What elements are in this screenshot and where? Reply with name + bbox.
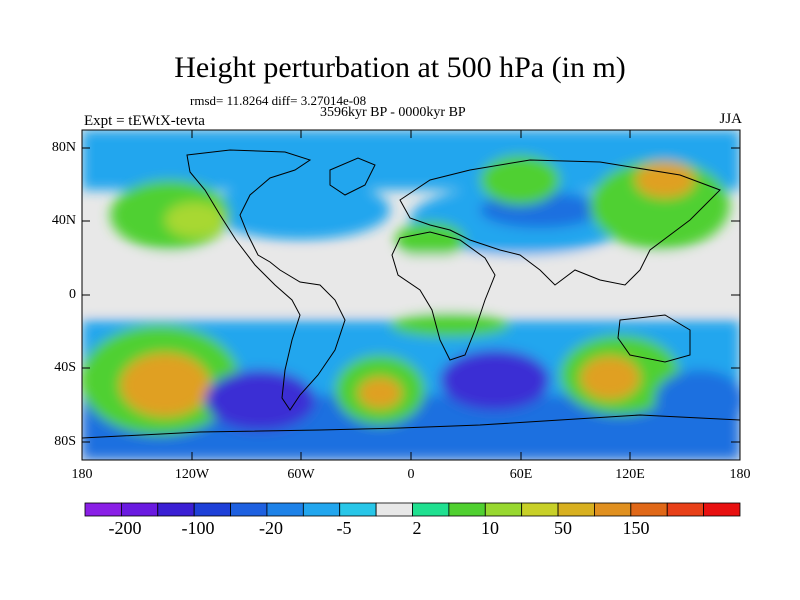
xlabel-180-left: 180 bbox=[71, 467, 93, 482]
colorbar-box bbox=[84, 502, 122, 517]
colorbar-box bbox=[193, 502, 231, 517]
stats-text: rmsd= 11.8264 diff= 3.27014e-08 bbox=[190, 93, 367, 108]
ylabel-40n: 40N bbox=[51, 213, 76, 228]
season-label: JJA bbox=[719, 111, 742, 127]
colorbar-box bbox=[266, 502, 304, 517]
xlabel-60w: 60W bbox=[287, 467, 315, 482]
ylabel-40s: 40S bbox=[54, 360, 76, 375]
colorbar-box bbox=[448, 502, 486, 517]
field-high-south-atlantic-core bbox=[358, 377, 402, 409]
colorbar-box bbox=[120, 502, 159, 517]
coastline-antarctica bbox=[82, 414, 740, 439]
coastline-eurasia bbox=[399, 159, 721, 286]
ylabel-80n: 80N bbox=[51, 140, 76, 155]
colorbar-box bbox=[157, 502, 195, 517]
height-field bbox=[82, 130, 740, 460]
colorbar-box bbox=[484, 502, 523, 517]
field-high-indian-core bbox=[580, 356, 640, 400]
xlabel-180-right: 180 bbox=[729, 467, 751, 482]
coastlines bbox=[82, 149, 740, 439]
axis-ticks bbox=[82, 130, 740, 460]
xlabel-120e: 120E bbox=[615, 467, 645, 482]
colorbar-box bbox=[666, 502, 705, 517]
colorbar-label-1: -200 bbox=[108, 518, 142, 538]
field-blob-na bbox=[210, 180, 390, 240]
colorbar-label-3: -20 bbox=[259, 518, 283, 538]
ylabel-80s: 80S bbox=[54, 434, 76, 449]
coastline-africa bbox=[391, 231, 496, 361]
colorbar-box bbox=[703, 502, 741, 517]
colorbar-box bbox=[557, 502, 595, 517]
colorbar-box bbox=[230, 502, 268, 517]
colorbar-label-7: 50 bbox=[554, 518, 572, 538]
field-high-east-asia-core bbox=[635, 162, 695, 198]
colorbar-box bbox=[302, 502, 341, 517]
colorbar-label-8: 150 bbox=[622, 518, 650, 538]
colorbar-label-5: 2 bbox=[412, 518, 422, 538]
coastline-americas bbox=[186, 149, 346, 411]
colorbar bbox=[84, 502, 741, 517]
colorbar-label-6: 10 bbox=[481, 518, 499, 538]
ylabel-0: 0 bbox=[69, 287, 76, 302]
period-text: 3596kyr BP - 0000kyr BP bbox=[320, 105, 466, 120]
coastline-australia bbox=[617, 314, 691, 363]
field-high-east-asia bbox=[590, 160, 730, 250]
field-low-south-indian bbox=[440, 350, 550, 410]
colorbar-box bbox=[630, 502, 668, 517]
field-high-europe bbox=[395, 222, 465, 258]
field-high-south-pacific-core bbox=[120, 353, 210, 417]
field-high-siberia bbox=[480, 155, 560, 205]
colorbar-box bbox=[594, 502, 632, 517]
field-high-tropics bbox=[390, 313, 510, 337]
colorbar-label-2: -100 bbox=[181, 518, 215, 538]
colorbar-label-4: -5 bbox=[336, 518, 352, 538]
field-low-south-pacific-w bbox=[655, 370, 740, 430]
coastline-greenland bbox=[329, 157, 376, 196]
xlabel-120w: 120W bbox=[174, 467, 210, 482]
colorbar-box bbox=[412, 502, 450, 517]
xlabel-60e: 60E bbox=[509, 467, 533, 482]
plot-title: Height perturbation at 500 hPa (in m) bbox=[174, 51, 626, 84]
colorbar-box bbox=[339, 502, 377, 517]
colorbar-box bbox=[375, 502, 413, 517]
field-low-south-america bbox=[205, 370, 315, 430]
colorbar-box bbox=[521, 502, 559, 517]
field-tropical-belt bbox=[82, 255, 740, 310]
field-high-pacific-n-core bbox=[165, 202, 225, 238]
experiment-label: Expt = tEWtX-tevta bbox=[84, 113, 205, 129]
xlabel-0: 0 bbox=[407, 467, 415, 482]
